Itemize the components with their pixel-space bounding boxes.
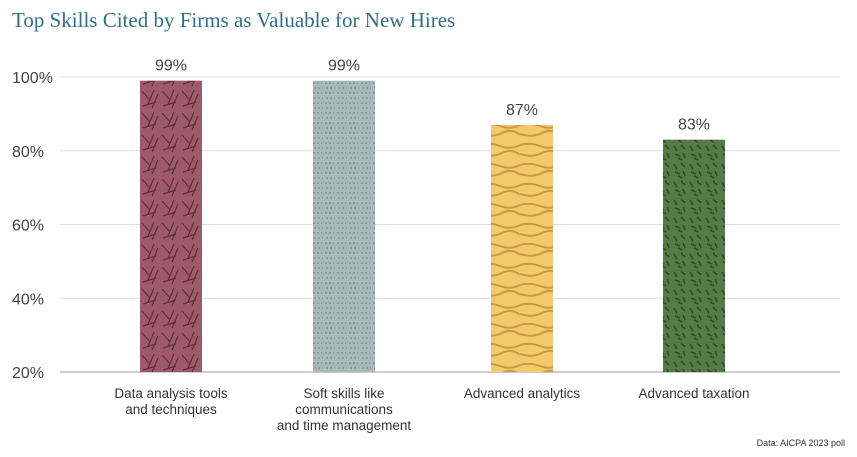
data-label: 99% [155, 58, 187, 75]
data-label: 99% [328, 58, 360, 75]
y-tick-label: 20% [12, 365, 44, 382]
y-tick-label: 60% [12, 218, 44, 235]
bar [140, 80, 202, 372]
y-tick-label: 100% [12, 70, 53, 87]
source-note: Data: AICPA 2023 poll [756, 438, 845, 448]
bar [491, 124, 553, 372]
x-tick-label: Data analysis tools [114, 386, 228, 401]
chart-title: Top Skills Cited by Firms as Valuable fo… [12, 8, 456, 32]
y-tick-label: 40% [12, 291, 44, 308]
x-tick-label: communications [295, 402, 393, 417]
y-tick-label: 80% [12, 144, 44, 161]
data-label: 83% [678, 117, 710, 134]
x-tick-label: and time management [277, 418, 412, 433]
x-tick-label: Soft skills like [303, 386, 384, 401]
bar [663, 139, 725, 372]
x-tick-label: and techniques [125, 402, 217, 417]
x-tick-label: Advanced analytics [464, 386, 581, 401]
bar [313, 80, 375, 372]
data-label: 87% [506, 102, 538, 119]
x-tick-label: Advanced taxation [638, 386, 749, 401]
